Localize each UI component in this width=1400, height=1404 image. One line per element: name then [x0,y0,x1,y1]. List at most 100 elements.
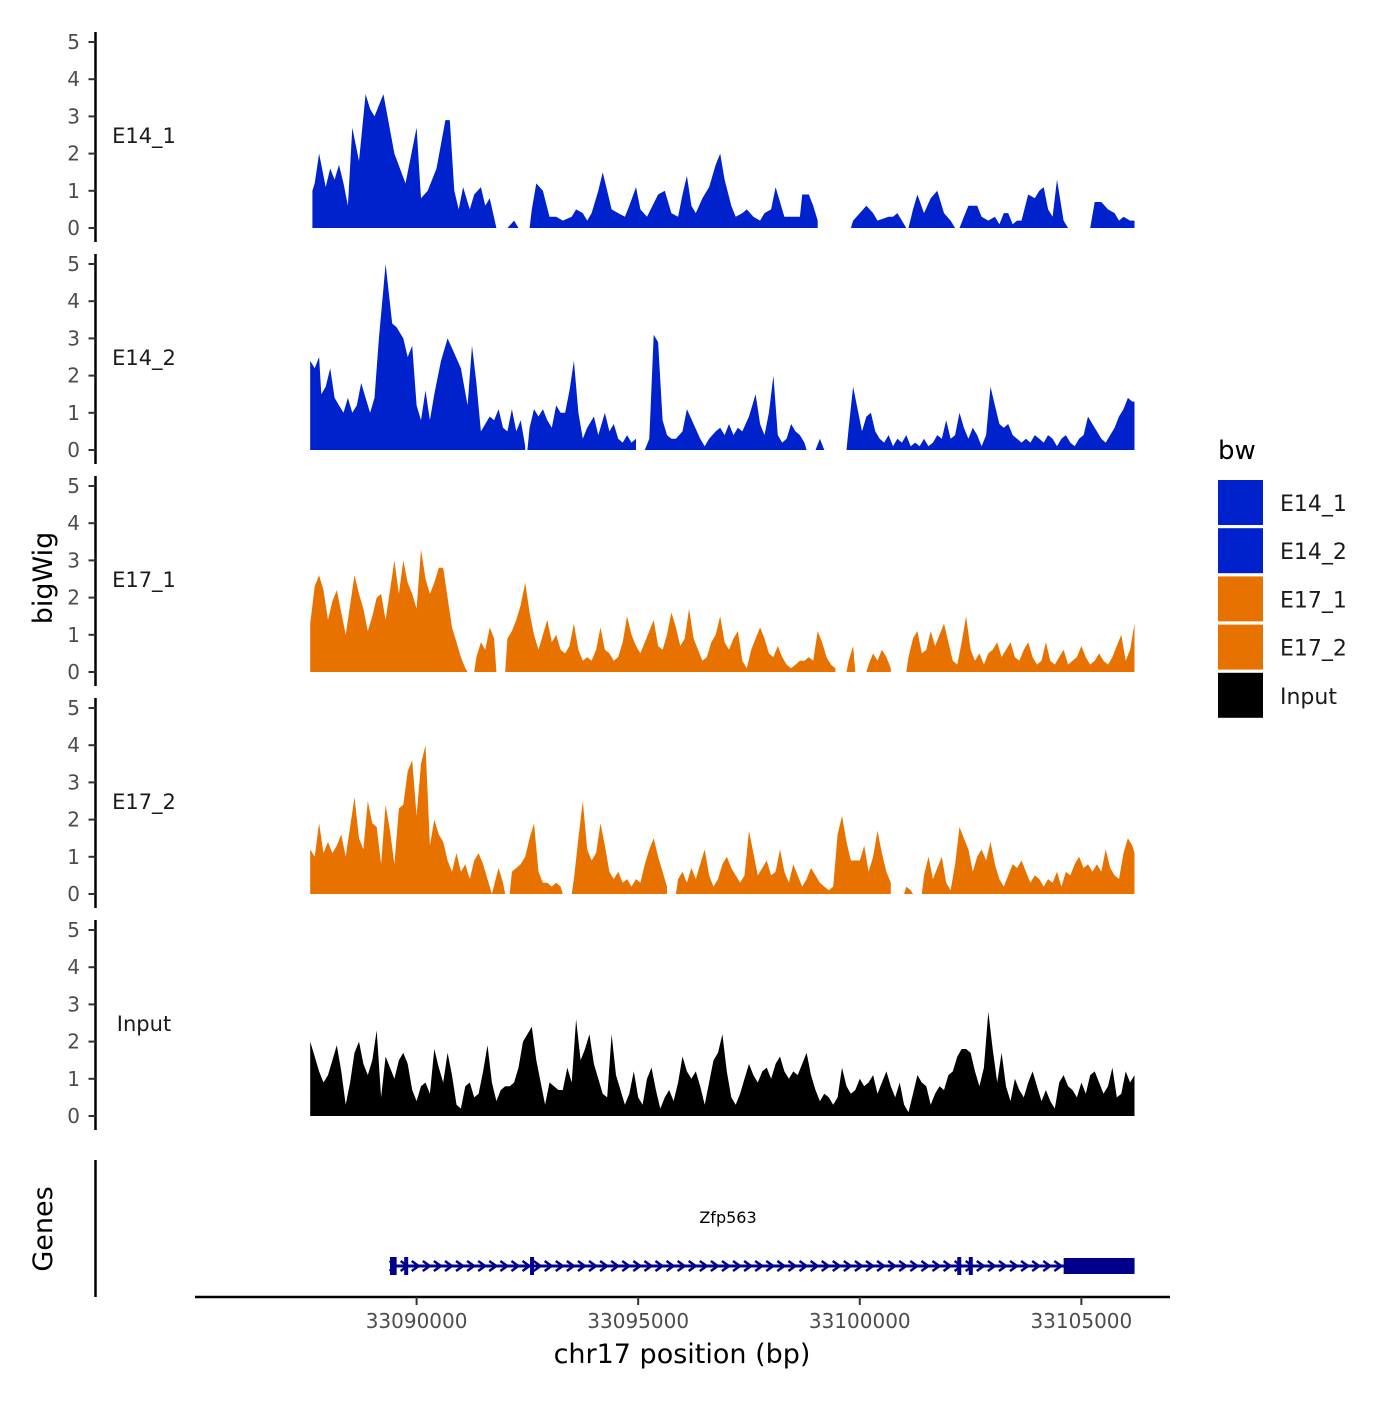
gene-strand-chevron [809,1259,820,1273]
gene-strand-chevron [521,1259,532,1273]
legend-title: bw [1218,436,1256,466]
track-panel-E17_1: 0 1 2 3 4 5 E17_1 [67,474,1135,686]
y-tick-label-E17_1-1: 1 [67,623,80,647]
gene-strand-chevron [654,1259,665,1273]
legend-key-E14_2 [1218,528,1263,574]
x-tick-label-33090000: 33090000 [366,1309,468,1333]
x-tick-label-33095000: 33095000 [587,1309,689,1333]
gene-strand-chevron [909,1259,920,1273]
gene-strand-chevron [687,1259,698,1273]
gene-strand-chevron [1042,1259,1053,1273]
gene-strand-chevron [1009,1259,1020,1273]
gene-strand-chevron [776,1259,787,1273]
track-panel-E17_2: 0 1 2 3 4 5 E17_2 [67,696,1135,908]
gene-strand-chevron [444,1259,455,1273]
y-tick-label-E14_1-1: 1 [67,179,80,203]
y-tick-label-E14_1-2: 2 [67,142,80,166]
y-tick-label-E17_2-1: 1 [67,845,80,869]
y-tick-label-E14_1-3: 3 [67,104,80,128]
y-tick-label-Input-3: 3 [67,992,80,1016]
gene-exon-1 [390,1257,397,1275]
x-ticks: 33090000 33095000 33100000 33105000 [366,1297,1132,1333]
legend-label-Input: Input [1280,685,1337,710]
gene-strand-chevron [765,1259,776,1273]
gene-strand-chevron [976,1259,986,1273]
y-tick-label-E14_2-4: 4 [67,289,80,313]
y-tick-label-E17_2-4: 4 [67,733,80,757]
gene-strand-chevron [953,1259,964,1273]
y-tick-label-Input-1: 1 [67,1067,80,1091]
gene-strand-chevron [466,1259,477,1273]
gene-label: Zfp563 [699,1208,756,1227]
gene-strand-chevron [1020,1259,1031,1273]
gene-strand-chevron [843,1259,853,1273]
y-tick-label-E17_2-2: 2 [67,808,80,832]
track-panel-E14_1: 0 1 2 3 4 5 E14_1 [67,30,1135,242]
gene-strand-chevron [676,1259,687,1273]
gene-exon-4 [957,1257,962,1275]
track-label-Input: Input [117,1012,171,1036]
gene-strand-chevron [455,1259,466,1273]
gene-strand-chevron [543,1259,554,1273]
gene-strand-chevron [942,1259,953,1273]
gene-strand-chevron [832,1259,842,1273]
y-tick-label-E14_2-1: 1 [67,401,80,425]
gene-strand-chevron [732,1259,743,1273]
gene-strand-chevron [820,1259,831,1273]
gene-exon-6 [1063,1258,1135,1274]
legend-key-E17_2 [1218,624,1263,670]
legend-key-E14_1 [1218,480,1263,525]
track-panel-Input: 0 1 2 3 4 5 Input [67,918,1135,1130]
y-tick-label-E14_2-2: 2 [67,364,80,388]
area-E14_2 [310,264,1135,450]
gene-strand-chevron [410,1259,421,1273]
gene-strand-chevron [1053,1259,1064,1273]
gene-strand-chevron [743,1259,754,1273]
y-tick-label-E17_2-5: 5 [67,696,80,720]
area-Input [310,1011,1135,1116]
gene-strand-chevron [433,1259,444,1273]
gene-strand-chevron [532,1259,543,1273]
gene-strand-chevron [577,1259,588,1273]
gene-strand-chevron [898,1259,909,1273]
gene-strand-chevron [998,1259,1009,1273]
legend-label-E17_2: E17_2 [1280,637,1347,662]
y-tick-label-Input-4: 4 [67,955,80,979]
track-label-E17_1: E17_1 [112,568,176,593]
area-E17_1 [310,549,1135,672]
gene-strand-chevron [710,1259,721,1273]
x-axis: 33090000 33095000 33100000 33105000 chr17 p… [195,1295,1170,1370]
track-label-E14_1: E14_1 [112,124,176,149]
y-tick-label-E14_1-4: 4 [67,67,80,91]
area-E14_1 [312,94,1135,228]
gene-strand-chevron [876,1259,887,1273]
gene-strand-chevron [987,1259,997,1273]
gene-strand-chevron [588,1259,599,1273]
y-tick-label-E14_1-0: 0 [67,216,80,240]
legend-label-E14_1: E14_1 [1280,492,1347,517]
gene-strand-chevron [488,1259,499,1273]
genes-axis-title: Genes [28,1186,59,1271]
y-tick-label-E17_1-2: 2 [67,586,80,610]
gene-strand-chevron [920,1259,931,1273]
gene-exon-3 [530,1257,535,1275]
y-tick-label-Input-5: 5 [67,918,80,942]
gene-strand-chevron [643,1259,654,1273]
gene-strand-chevron [477,1259,488,1273]
y-tick-label-E17_1-3: 3 [67,548,80,572]
y-tick-label-E14_2-0: 0 [67,438,80,462]
gene-strand-chevron [931,1259,942,1273]
gene-exon-2 [404,1257,409,1275]
gene-strand-chevron [510,1259,521,1273]
track-panel-E14_2: 0 1 2 3 4 5 E14_2 [67,252,1135,464]
gene-strand-chevron [610,1259,621,1273]
y-tick-label-E14_2-3: 3 [67,326,80,350]
gene-strand-chevron [787,1259,798,1273]
legend-key-Input [1218,672,1263,718]
gene-model [388,1257,1135,1275]
gene-strand-chevron [422,1259,432,1273]
y-tick-label-E17_1-4: 4 [67,511,80,535]
